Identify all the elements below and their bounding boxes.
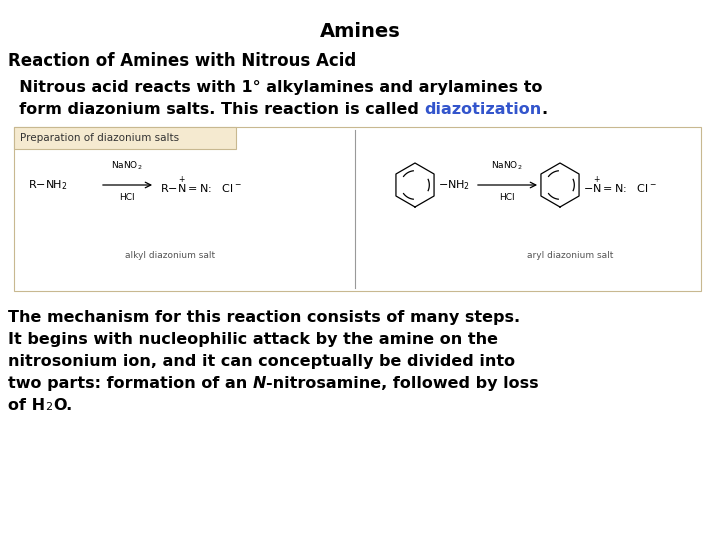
Text: $-$NH$_2$: $-$NH$_2$ (438, 178, 470, 192)
Text: Reaction of Amines with Nitrous Acid: Reaction of Amines with Nitrous Acid (8, 52, 356, 70)
Text: $-\overset{+}{\mathrm{N}}{=}$N:   Cl$^-$: $-\overset{+}{\mathrm{N}}{=}$N: Cl$^-$ (583, 174, 657, 195)
Text: It begins with nucleophilic attack by the amine on the: It begins with nucleophilic attack by th… (8, 332, 498, 347)
Text: O.: O. (53, 398, 73, 413)
Text: R$-$NH$_2$: R$-$NH$_2$ (28, 178, 68, 192)
Text: of H: of H (8, 398, 45, 413)
FancyBboxPatch shape (14, 127, 236, 149)
Text: Preparation of diazonium salts: Preparation of diazonium salts (20, 133, 179, 143)
Text: NaNO$_2$: NaNO$_2$ (111, 159, 143, 172)
FancyBboxPatch shape (14, 127, 701, 291)
Text: form diazonium salts. This reaction is called: form diazonium salts. This reaction is c… (8, 102, 425, 117)
Text: nitrosonium ion, and it can conceptually be divided into: nitrosonium ion, and it can conceptually… (8, 354, 515, 369)
Text: NaNO$_2$: NaNO$_2$ (491, 159, 523, 172)
Text: diazotization: diazotization (425, 102, 541, 117)
Text: Nitrous acid reacts with 1° alkylamines and arylamines to: Nitrous acid reacts with 1° alkylamines … (8, 80, 542, 95)
Text: R$-\overset{+}{\mathrm{N}}{=}$N:   Cl$^-$: R$-\overset{+}{\mathrm{N}}{=}$N: Cl$^-$ (160, 174, 242, 195)
Text: The mechanism for this reaction consists of many steps.: The mechanism for this reaction consists… (8, 310, 520, 325)
Text: HCl: HCl (120, 193, 135, 202)
Text: -nitrosamine, followed by loss: -nitrosamine, followed by loss (266, 376, 539, 391)
Text: aryl diazonium salt: aryl diazonium salt (527, 251, 613, 260)
Text: Amines: Amines (320, 22, 400, 41)
Text: HCl: HCl (499, 193, 515, 202)
Text: alkyl diazonium salt: alkyl diazonium salt (125, 251, 215, 260)
Text: $_2$: $_2$ (45, 398, 53, 413)
Text: .: . (541, 102, 548, 117)
Text: N: N (253, 376, 266, 391)
Text: two parts: formation of an: two parts: formation of an (8, 376, 253, 391)
